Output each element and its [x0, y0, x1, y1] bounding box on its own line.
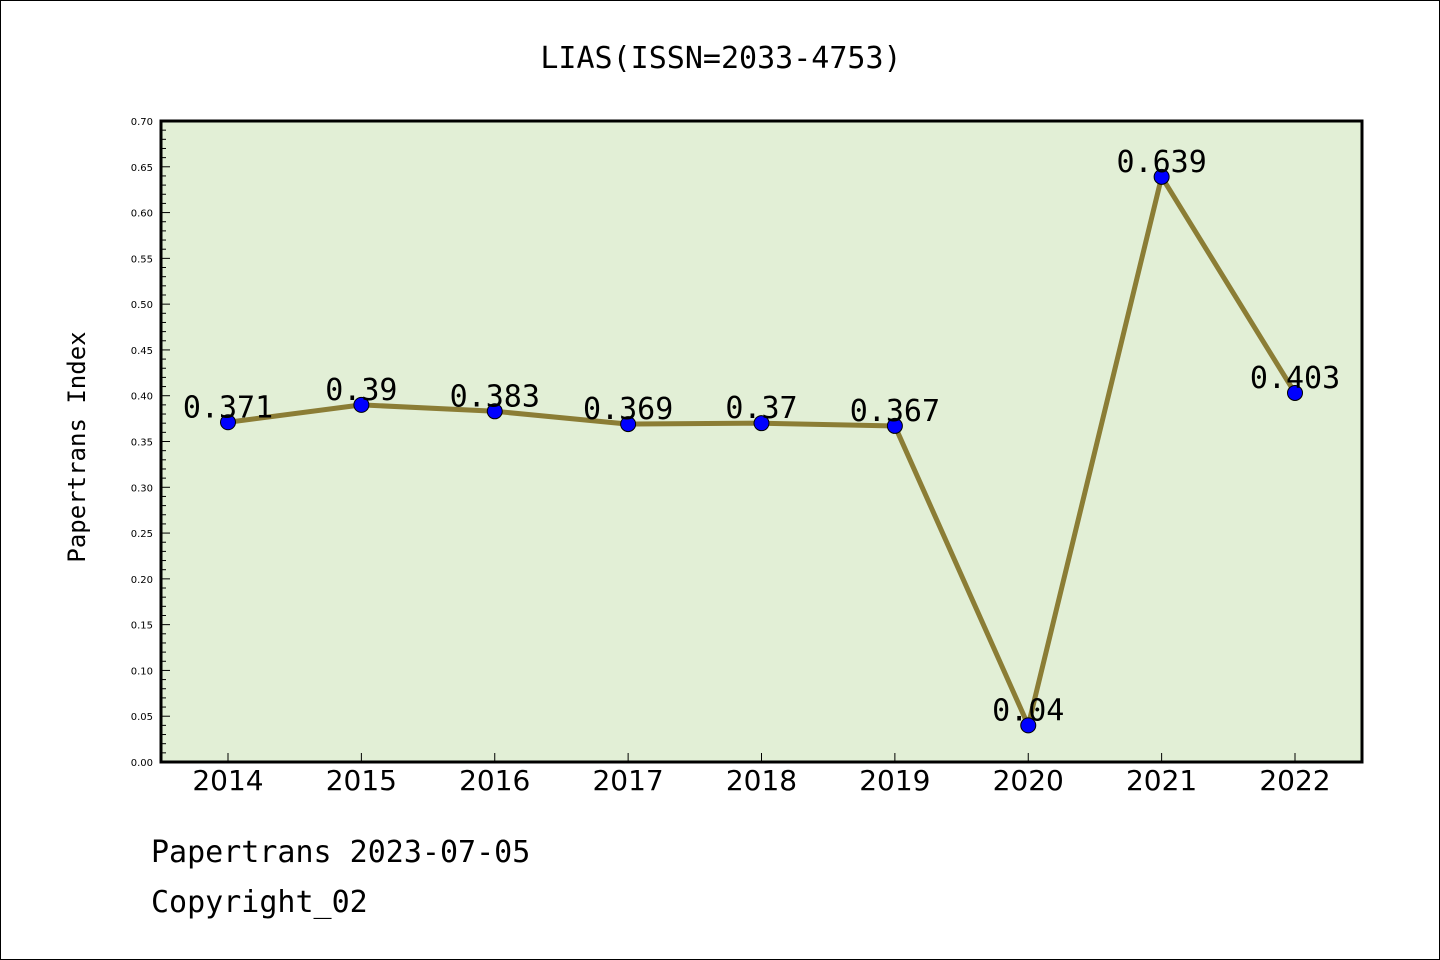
data-point: [753, 415, 770, 432]
y-tick-label: 0.40: [131, 392, 153, 403]
data-point: [220, 414, 236, 431]
data-label: 0.639: [1116, 145, 1206, 180]
x-tick-label: 2015: [326, 764, 397, 797]
data-point: [620, 416, 637, 433]
x-axis-ticks: 2014 2015 2016 2017 2018 2019 2020 2021 2022: [192, 753, 1331, 797]
data-label: 0.371: [183, 390, 273, 425]
x-tick-label: 2021: [1126, 764, 1197, 797]
data-label: 0.367: [850, 394, 940, 429]
y-tick-label: 0.05: [131, 712, 153, 723]
y-axis-label: Papertrans Index: [63, 331, 91, 562]
data-markers: [220, 168, 1303, 734]
y-tick-label: 0.50: [131, 300, 153, 311]
y-tick-label: 0.00: [131, 758, 153, 769]
y-tick-label: 0.45: [131, 346, 153, 357]
data-label: 0.369: [583, 392, 673, 427]
footer-date: Papertrans 2023-07-05: [151, 835, 531, 870]
data-label: 0.39: [325, 373, 397, 408]
y-tick-label: 0.20: [131, 575, 153, 586]
data-label: 0.403: [1250, 361, 1340, 396]
data-label: 0.37: [725, 391, 797, 426]
x-tick-label: 2014: [192, 764, 263, 797]
y-tick-label: 0.10: [131, 666, 153, 677]
data-point: [1020, 717, 1037, 734]
data-label: 0.383: [450, 379, 540, 414]
x-tick-label: 2019: [859, 764, 930, 797]
x-tick-label: 2017: [592, 764, 663, 797]
y-tick-label: 0.25: [131, 529, 153, 540]
chart-title: LIAS(ISSN=2033-4753): [540, 41, 901, 76]
data-label: 0.04: [992, 693, 1064, 728]
x-tick-label: 2020: [993, 764, 1064, 797]
data-point: [353, 396, 370, 413]
x-tick-label: 2018: [726, 764, 797, 797]
y-tick-label: 0.55: [131, 254, 153, 265]
data-point: [886, 417, 903, 434]
plot-area: [161, 121, 1362, 762]
x-tick-label: 2022: [1259, 764, 1330, 797]
plot-border: [159, 119, 1364, 764]
y-tick-label: 0.60: [131, 209, 153, 220]
footer-copyright: Copyright_02: [151, 885, 368, 920]
y-tick-label: 0.65: [131, 163, 153, 174]
data-point: [1153, 168, 1170, 185]
y-tick-label: 0.15: [131, 621, 153, 632]
y-tick-label: 0.70: [131, 117, 153, 128]
data-labels: 0.371 0.39 0.383 0.369 0.37 0.367 0.04 0.639 0.4…: [183, 145, 1340, 729]
data-point: [1287, 384, 1303, 401]
y-tick-label: 0.35: [131, 438, 153, 449]
data-point: [486, 403, 503, 420]
y-tick-label: 0.30: [131, 483, 153, 494]
y-axis-ticks: 0.00 0.05 0.10 0.15 0.20 0.25 0.30 0.35 0.40 0.45…: [131, 117, 170, 769]
x-tick-label: 2016: [459, 764, 530, 797]
